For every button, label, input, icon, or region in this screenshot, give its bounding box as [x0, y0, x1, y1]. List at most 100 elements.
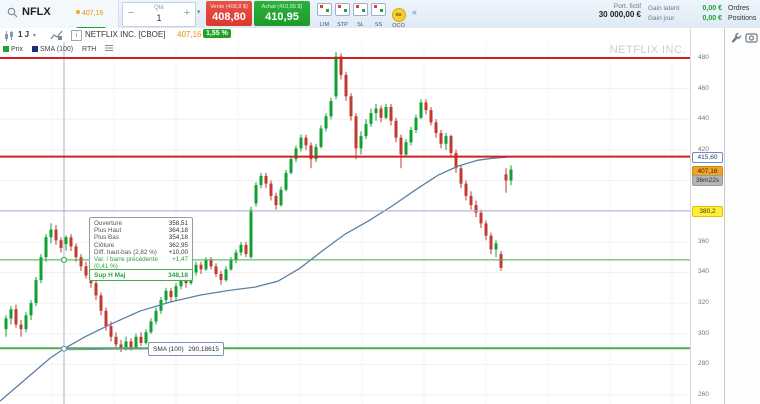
legend-sma-label: SMA (100) [40, 46, 74, 53]
gain-labels: Gain latent Gain jour [648, 4, 690, 24]
candle-body [34, 280, 38, 304]
candle-body [364, 123, 368, 137]
tab-ordres[interactable]: Ordres [728, 5, 750, 12]
instrument-watermark: NETFLIX INC. [609, 44, 686, 56]
candlestick-style-icon[interactable] [4, 31, 15, 41]
sma-value: 290,18615 [188, 345, 219, 353]
candle-body [154, 310, 158, 322]
legend-item-prix[interactable]: Prix [3, 46, 23, 53]
candle-body [214, 266, 218, 274]
candle-body [69, 237, 73, 247]
candle-body [239, 244, 243, 253]
order-type-stp[interactable]: STP [334, 3, 351, 28]
oco-or-icon: ou [391, 8, 406, 22]
candle-body [279, 189, 283, 206]
support-line-name: Sup H Maj [94, 271, 126, 279]
timeframe-chevron-icon[interactable]: ▾ [33, 33, 37, 39]
symbol-search-input[interactable]: NFLX [0, 0, 119, 28]
collapse-chevron-icon[interactable]: « [412, 7, 418, 17]
candle-body [129, 341, 133, 348]
legend-item-sma[interactable]: SMA (100) [32, 46, 73, 53]
alert-price-label-415[interactable]: 415,60 [692, 151, 723, 163]
order-type-sl[interactable]: SL [352, 3, 369, 28]
screenshot-camera-icon[interactable] [745, 31, 758, 44]
info-icon[interactable]: i [71, 30, 82, 41]
order-type-ss[interactable]: SS [370, 3, 387, 28]
portfolio-label: Port. fictif [613, 3, 641, 10]
order-ticket-icon [371, 3, 386, 16]
instrument-name: NETFLIX INC. [CBOE] [85, 30, 166, 39]
qty-plus-button[interactable]: + [183, 7, 191, 19]
candle-body [384, 107, 388, 118]
candle-body [309, 145, 313, 160]
axis-tick: 360 [698, 237, 709, 245]
qty-minus-button[interactable]: − [127, 7, 135, 19]
tooltip-row: Clôture 362,95 [94, 241, 188, 249]
axis-tick: 300 [698, 329, 709, 337]
order-type-lim[interactable]: LIM [316, 3, 333, 28]
quantity-stepper[interactable]: − Qté 1 + [122, 2, 196, 27]
timeframe-selector[interactable]: 1 J [18, 30, 30, 39]
indicator-list-icon[interactable] [105, 44, 114, 52]
candle-body [144, 332, 148, 343]
order-ticket-icon [317, 3, 332, 16]
candle-body [439, 133, 443, 144]
buy-button[interactable]: Achat (410,95 $) 410,95 [254, 1, 310, 26]
candle-body [399, 137, 403, 155]
candle-body [234, 252, 238, 261]
candle-body [174, 286, 178, 297]
candle-body [49, 229, 53, 238]
prix-color-swatch [3, 46, 9, 52]
candle-body [254, 185, 258, 204]
candle-body [329, 100, 333, 117]
axis-tick: 320 [698, 299, 709, 307]
candle-body [484, 223, 488, 236]
qty-label: Qté [154, 5, 164, 11]
alert-price-label-380[interactable]: 380,2 [692, 205, 723, 217]
candle-body [134, 336, 138, 348]
tooltip-row: Diff. haut-bas (2,82 %) +10,00 [94, 248, 188, 256]
candle-body [99, 295, 103, 311]
candle-body [224, 269, 228, 281]
chart-draw-icon[interactable] [50, 30, 63, 41]
order-type-oco[interactable]: ou OCO [390, 3, 407, 29]
candle-body [274, 195, 278, 206]
axis-tick: 260 [698, 390, 709, 398]
candle-body [169, 290, 173, 297]
candle-body [339, 56, 343, 75]
instrument-change-badge: 1,55 % [203, 29, 231, 38]
candle-body [119, 344, 123, 350]
candle-body [84, 266, 88, 276]
qty-dropdown-chevron-icon[interactable]: ▾ [197, 9, 201, 16]
sell-price: 408,80 [212, 11, 246, 23]
price-chart-canvas[interactable] [0, 28, 690, 404]
sma-value-label: SMA (100) 290,18615 [148, 342, 224, 356]
chart-panel: 1 J ▾ i NETFLIX INC. [CBOE] 407,16 1,55 … [0, 28, 690, 404]
gain-latent-label: Gain latent [648, 5, 680, 12]
candle-body [379, 108, 383, 118]
candle-body [429, 110, 433, 123]
legend-prix-label: Prix [11, 46, 24, 53]
support-line-label[interactable]: Sup H Maj 348,18 [89, 269, 193, 281]
candle-body [284, 172, 288, 190]
support-line-value: 348,18 [168, 271, 188, 279]
candle-body [509, 169, 513, 181]
axis-tick: 440 [698, 115, 709, 123]
settings-wrench-icon[interactable] [730, 31, 743, 44]
tab-positions[interactable]: Positions [728, 15, 757, 22]
sell-button[interactable]: Vente (408,8 $) 408,80 [206, 1, 252, 26]
candle-body [469, 195, 473, 206]
candle-body [449, 136, 453, 153]
candle-body [374, 108, 378, 114]
sma-name: SMA (100) [153, 345, 184, 353]
candle-body [489, 235, 493, 250]
candle-body [359, 136, 363, 149]
chart-legend: Prix SMA (100) RTH [3, 44, 121, 53]
price-dot-icon [76, 10, 80, 14]
candle-body [264, 175, 268, 184]
instrument-price: 407,16 [177, 30, 202, 39]
candle-body [419, 102, 423, 118]
legend-item-rth[interactable]: RTH [82, 46, 97, 53]
candle-body [259, 175, 263, 186]
